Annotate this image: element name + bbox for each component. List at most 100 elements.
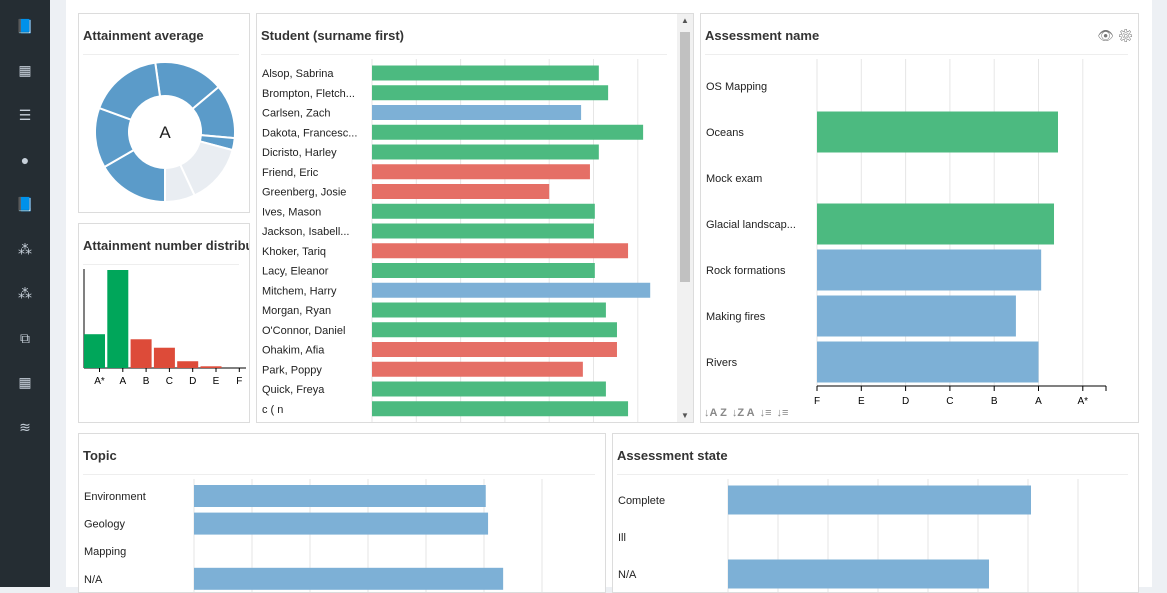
row-label: Quick, Freya bbox=[262, 384, 325, 396]
row-label: N/A bbox=[618, 569, 637, 581]
x-tick-label: A* bbox=[1078, 396, 1089, 407]
row-label: Mitchem, Harry bbox=[262, 285, 337, 297]
bar bbox=[817, 203, 1055, 245]
bar bbox=[372, 203, 595, 219]
bar bbox=[372, 65, 599, 81]
assessment-bar-chart: OS Mapping Oceans Mock exam Glacial landsca… bbox=[706, 59, 1107, 407]
users-icon[interactable]: ⁂ bbox=[18, 240, 32, 257]
bar bbox=[372, 105, 582, 120]
bar bbox=[194, 512, 489, 535]
list-icon[interactable]: ☰ bbox=[18, 106, 32, 123]
bar bbox=[728, 485, 1031, 515]
bar bbox=[372, 144, 599, 160]
row-label: Greenberg, Josie bbox=[262, 187, 346, 199]
eye-icon[interactable]: 👁 bbox=[1097, 28, 1114, 43]
row-label: Ill bbox=[618, 532, 626, 544]
bar bbox=[372, 361, 583, 377]
panel-title: Assessment state bbox=[617, 448, 728, 463]
book-icon[interactable]: 📘 bbox=[16, 195, 34, 212]
bar bbox=[372, 184, 550, 199]
histogram-bar bbox=[200, 366, 222, 368]
row-label: Jackson, Isabell... bbox=[262, 226, 349, 238]
sort-za-button[interactable]: ↓Z A bbox=[731, 407, 755, 419]
database-icon[interactable]: ≋ bbox=[19, 418, 31, 435]
row-label: Making fires bbox=[706, 311, 766, 323]
row-label: Ohakim, Afia bbox=[262, 345, 325, 357]
student-bar-chart: Alsop, Sabrina Brompton, Fletch... Carlsen… bbox=[262, 59, 651, 422]
bar bbox=[372, 223, 594, 239]
donut-center-label: A bbox=[159, 123, 171, 142]
scroll-up-icon[interactable]: ▲ bbox=[681, 16, 689, 25]
x-tick-label: A* bbox=[94, 376, 105, 387]
scroll-thumb[interactable] bbox=[680, 32, 690, 282]
row-label: Brompton, Fletch... bbox=[262, 88, 355, 100]
bar bbox=[372, 263, 595, 278]
donut-segment bbox=[97, 61, 162, 121]
bar bbox=[372, 243, 629, 259]
attainment-average-panel: Attainment average A bbox=[78, 13, 250, 213]
bar bbox=[372, 381, 606, 397]
row-label: Khoker, Tariq bbox=[262, 246, 326, 258]
row-label: Morgan, Ryan bbox=[262, 305, 331, 317]
sort-asc-button[interactable]: ↓≡ bbox=[759, 407, 772, 419]
sort-desc-button[interactable]: ↓≡ bbox=[776, 407, 789, 419]
bar bbox=[372, 401, 629, 417]
x-tick-label: A bbox=[119, 376, 126, 387]
panel-title: Attainment average bbox=[83, 28, 204, 43]
bar bbox=[817, 111, 1058, 153]
bar bbox=[372, 342, 617, 357]
sidebar: 📘 ▦ ☰ ● 📘 ⁂ ⁂ ⧉ ▦ ≋ bbox=[0, 0, 50, 587]
bar bbox=[372, 124, 644, 140]
x-tick-label: D bbox=[902, 396, 909, 407]
panel-title: Assessment name bbox=[705, 28, 820, 43]
row-label: Mock exam bbox=[706, 173, 762, 185]
row-label: Mapping bbox=[84, 546, 126, 558]
row-label: OS Mapping bbox=[706, 81, 767, 93]
donut-chart: A bbox=[94, 61, 236, 204]
scrollbar[interactable]: ▲ ▼ bbox=[677, 14, 693, 422]
row-label: Park, Poppy bbox=[262, 364, 322, 376]
histogram-chart: A* A B C D E F bbox=[83, 269, 246, 387]
topic-bar-chart: Environment Geology Mapping N/A bbox=[84, 479, 543, 592]
x-tick-label: B bbox=[991, 396, 998, 407]
bar bbox=[817, 249, 1042, 291]
gear-icon[interactable]: ⚙ bbox=[1117, 28, 1134, 43]
users-icon[interactable]: ⁂ bbox=[18, 285, 32, 302]
row-label: Environment bbox=[84, 491, 146, 503]
bar bbox=[194, 485, 486, 507]
object-group-icon[interactable]: ⧉ bbox=[20, 329, 30, 346]
row-label: N/A bbox=[84, 574, 103, 586]
row-label: Complete bbox=[618, 495, 665, 507]
histogram-bar bbox=[84, 334, 105, 368]
row-label: Glacial landscap... bbox=[706, 219, 796, 231]
x-tick-label: C bbox=[946, 396, 953, 407]
x-tick-label: E bbox=[213, 376, 220, 387]
scroll-down-icon[interactable]: ▼ bbox=[681, 411, 689, 420]
bar bbox=[372, 282, 651, 298]
topic-panel: Topic Environment Geology Mapping N/A bbox=[78, 433, 606, 593]
row-label: Carlsen, Zach bbox=[262, 108, 330, 120]
x-tick-label: C bbox=[166, 376, 173, 387]
row-label: Rivers bbox=[706, 357, 738, 369]
x-tick-label: D bbox=[189, 376, 196, 387]
bar bbox=[372, 164, 590, 180]
panel-title: Topic bbox=[83, 448, 117, 463]
x-tick-label: B bbox=[143, 376, 150, 387]
row-label: Lacy, Eleanor bbox=[262, 266, 329, 278]
row-label: Rock formations bbox=[706, 265, 786, 277]
attainment-distribution-panel: Attainment number distribution A* A B C D E F bbox=[78, 223, 250, 423]
x-tick-label: F bbox=[236, 376, 242, 387]
calendar-icon[interactable]: ▦ bbox=[18, 374, 32, 391]
assessment-state-panel: Assessment state Complete Ill N/A bbox=[612, 433, 1139, 593]
sort-az-button[interactable]: ↓A Z bbox=[704, 407, 727, 419]
calendar-icon[interactable]: ▦ bbox=[18, 62, 32, 79]
bar bbox=[817, 295, 1016, 337]
histogram-bar bbox=[177, 361, 199, 368]
assessment-state-bar-chart: Complete Ill N/A bbox=[618, 479, 1079, 592]
row-label: c ( n bbox=[262, 404, 283, 416]
user-icon[interactable]: ● bbox=[20, 151, 30, 168]
book-icon[interactable]: 📘 bbox=[16, 17, 34, 34]
student-panel: Student (surname first) Alsop, Sabrina Br… bbox=[256, 13, 694, 423]
panel-title: Attainment number distribution bbox=[83, 238, 249, 253]
row-label: Dakota, Francesc... bbox=[262, 127, 357, 139]
